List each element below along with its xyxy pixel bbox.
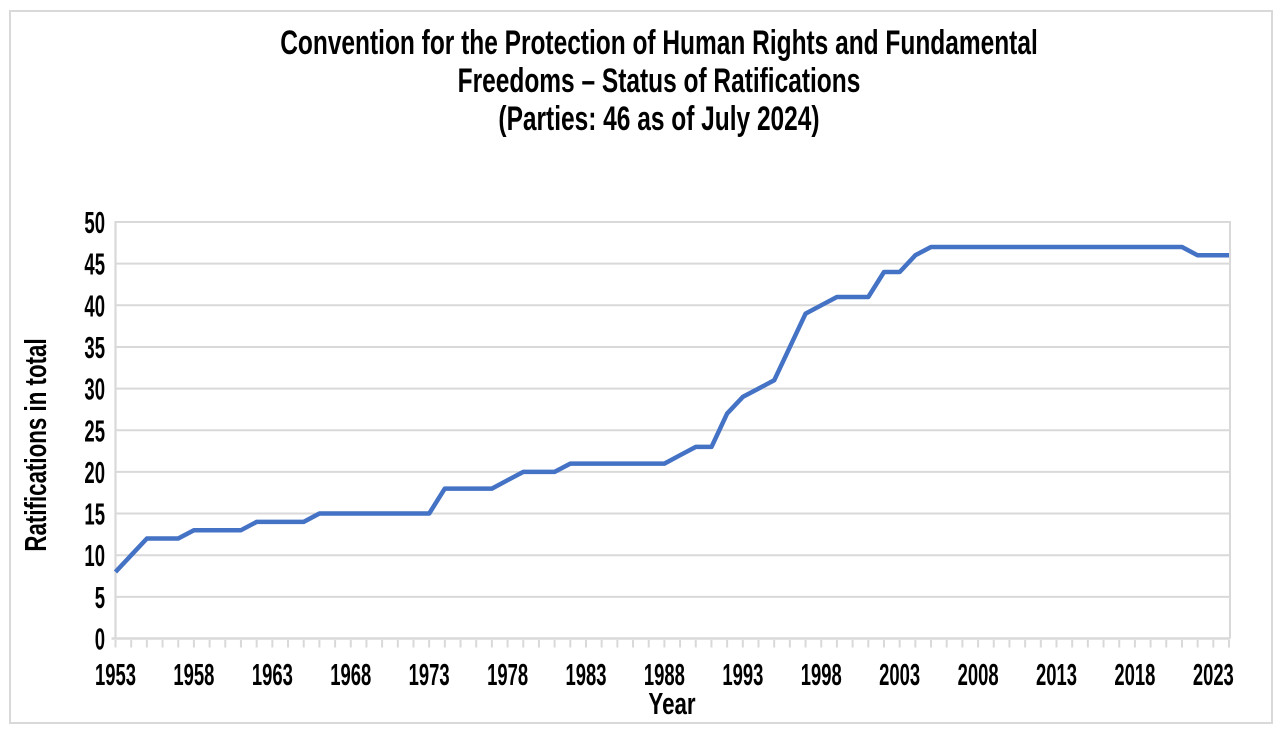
y-tick-label: 0	[95, 622, 105, 657]
x-tick-label: 1988	[644, 657, 685, 692]
y-tick-label: 50	[84, 205, 105, 240]
x-tick-label: 1963	[252, 657, 293, 692]
x-axis-title: Year	[648, 686, 696, 721]
x-tick-label: 1993	[722, 657, 763, 692]
chart-title-line-3: (Parties: 46 as of July 2024)	[498, 100, 820, 138]
x-tick-label: 1953	[95, 657, 136, 692]
x-tick-label: 2003	[879, 657, 920, 692]
x-tick-label: 1973	[409, 657, 450, 692]
chart-title-line-1: Convention for the Protection of Human R…	[280, 24, 1038, 62]
y-tick-label: 40	[84, 288, 105, 323]
x-tick-label: 1958	[173, 657, 214, 692]
x-tick-label: 1978	[487, 657, 528, 692]
x-tick-label: 1983	[565, 657, 606, 692]
y-tick-label: 10	[84, 538, 105, 573]
x-tick-label: 1968	[330, 657, 371, 692]
y-tick-label: 45	[84, 247, 105, 282]
x-tick-label: 2018	[1114, 657, 1155, 692]
x-tick-label: 2023	[1193, 657, 1234, 692]
y-tick-label: 35	[84, 330, 105, 365]
y-tick-label: 5	[95, 580, 105, 615]
data-line	[113, 244, 1229, 574]
chart-title: Convention for the Protection of Human R…	[32, 24, 1286, 138]
y-tick-label: 15	[84, 497, 105, 532]
x-tick-label: 2013	[1036, 657, 1077, 692]
y-tick-label: 20	[84, 455, 105, 490]
y-tick-label: 30	[84, 372, 105, 407]
chart-title-line-2: Freedoms – Status of Ratifications	[457, 62, 861, 100]
x-tick-label: 2008	[958, 657, 999, 692]
x-tick-label: 1998	[801, 657, 842, 692]
y-tick-label: 25	[84, 413, 105, 448]
